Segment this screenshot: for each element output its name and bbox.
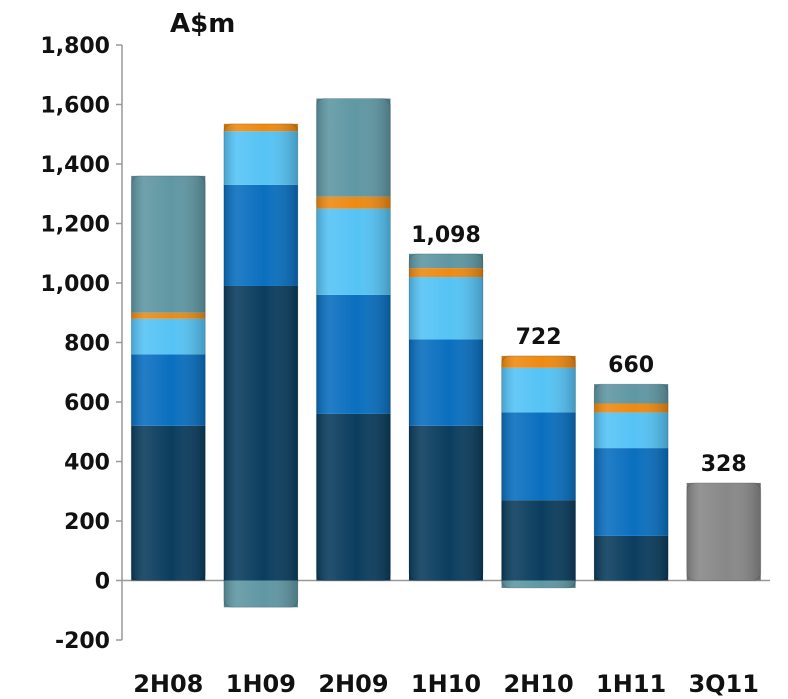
bar-shading [131,175,206,581]
y-tick-label: 600 [64,391,110,416]
bar-shading [594,384,669,581]
data-label-1H11: 660 [608,353,654,378]
data-label-1H10: 1,098 [411,223,481,248]
y-tick-label: 1,000 [40,272,110,297]
bar-shading [316,98,391,581]
bar-stack-2H09 [315,98,391,582]
y-tick-label: 400 [64,451,110,476]
bar-stack-1H10 [408,253,484,581]
y-tick-label: 200 [64,510,110,535]
y-tick-label: 1,200 [40,213,110,238]
bar-outline [130,175,206,581]
bar-shading [501,355,576,588]
bar-outline [501,355,577,589]
bar-stack-3Q11 [686,482,762,582]
bar-outline [408,253,484,581]
axis-layer: -200 0 200 400 600 800 1,000 1,200 1,400 1,600 1,8… [40,34,770,654]
bars-layer [130,98,762,608]
y-tick-label: 1,400 [40,153,110,178]
x-category-label: 1H11 [596,670,666,698]
x-category-label: 2H10 [503,670,573,698]
x-category-label: 3Q11 [688,670,759,698]
y-tick-label: 1,800 [40,34,110,59]
bar-outline [315,98,391,582]
x-category-label: 1H09 [226,670,296,698]
bar-shading [686,482,761,581]
bar-outline [223,123,299,608]
y-axis-unit-label: A$m [170,9,235,39]
bar-stack-1H11 [593,383,669,581]
x-category-label: 2H09 [318,670,388,698]
y-tick-label: 0 [95,570,110,595]
y-tick-label: 1,600 [40,94,110,119]
labels-layer: 2H08 1H09 2H09 1H10 2H10 1H11 3Q11 1,098 722 660 3… [133,223,759,698]
bar-shading [223,123,298,608]
x-category-label: 2H08 [133,670,203,698]
bar-stack-1H09 [223,123,299,608]
bar-stack-2H08 [130,175,206,581]
data-label-2H10: 722 [516,325,562,350]
x-category-label: 1H10 [411,670,481,698]
bar-outline [686,482,762,582]
bar-outline [593,383,669,581]
bar-stack-2H10 [501,355,577,589]
y-tick-label: 800 [64,332,110,357]
y-tick-label: -200 [55,629,110,654]
bar-shading [409,253,483,581]
data-label-3Q11: 328 [701,452,747,477]
